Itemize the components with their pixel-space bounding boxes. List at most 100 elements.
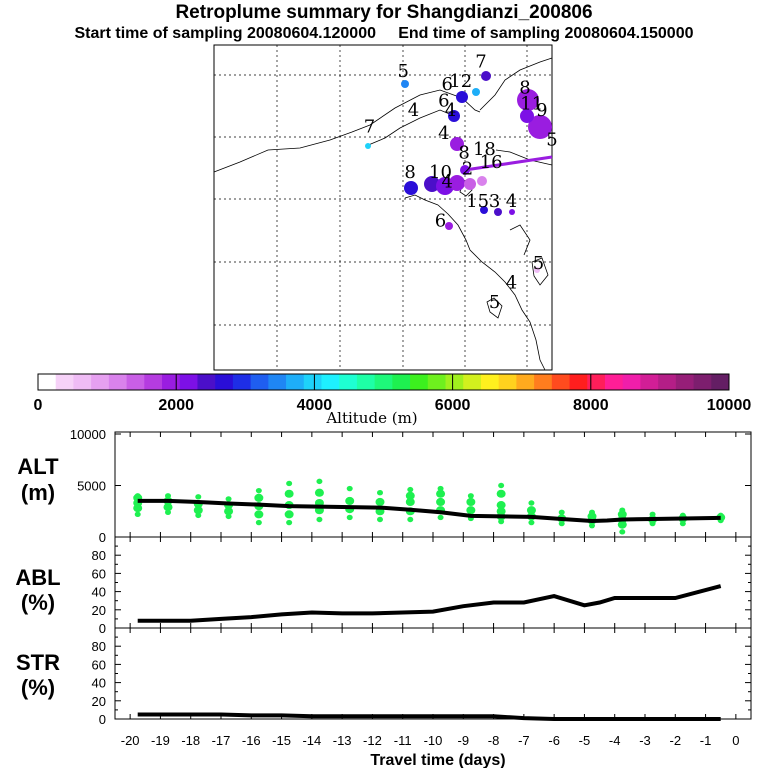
x-tick-label: -17 (212, 733, 231, 748)
colorbar-cell (587, 374, 606, 390)
map-day-label: 2 (462, 159, 473, 180)
x-tick-label: -15 (272, 733, 291, 748)
map-day-label: 4 (445, 100, 456, 121)
abl-panel: ABL (%) 80 60 40 20 0 (15, 536, 752, 636)
map-day-label: 4 (506, 191, 517, 212)
alt-scatter-point (496, 501, 506, 510)
map-day-label: 6 (435, 211, 446, 232)
alt-ylabel: ALT (17, 454, 59, 479)
map-marker (448, 110, 460, 122)
map-day-label: 8 (458, 142, 469, 163)
alt-scatter-point (437, 514, 444, 521)
alt-scatter-point (316, 516, 323, 523)
colorbar-cell (622, 374, 641, 390)
str-ytick-label: 60 (92, 657, 106, 672)
colorbar-tick-label: 6000 (435, 397, 471, 414)
map-marker (404, 181, 418, 195)
map-day-label: 6 (438, 90, 449, 111)
abl-frame (114, 536, 752, 629)
abl-ytick-label: 0 (99, 621, 106, 636)
abl-line (137, 584, 722, 623)
colorbar-cell (410, 374, 429, 390)
str-ytick-labels: 80 60 40 20 0 (92, 636, 751, 727)
alt-scatter-point (587, 512, 597, 521)
x-axis-label: Travel time (days) (370, 752, 505, 768)
x-tick-label: -11 (394, 733, 412, 748)
colorbar-cell (445, 374, 464, 390)
colorbar-cell (640, 374, 659, 390)
map-day-label: 9 (536, 100, 547, 121)
colorbar-cell (693, 374, 712, 390)
chart-title: Retroplume summary for Shangdianzi_20080… (175, 2, 593, 23)
colorbar-cell (91, 374, 110, 390)
alt-scatter-point (467, 493, 474, 499)
x-tick-label: -18 (181, 733, 200, 748)
map-frame (213, 44, 553, 371)
colorbar-cell (463, 374, 482, 390)
map-day-label: 7 (475, 51, 486, 72)
alt-ytick-label: 0 (99, 530, 106, 545)
alt-scatter-point (254, 510, 264, 519)
map-marker (480, 206, 488, 214)
str-yunit: (%) (21, 675, 55, 700)
abl-ytick-labels: 80 60 40 20 0 (92, 545, 751, 636)
alt-scatter-point (405, 491, 415, 500)
str-ylabel: STR (16, 650, 60, 675)
colorbar-cell (480, 374, 500, 390)
sampling-times: Start time of sampling 20080604.120000 E… (0, 25, 768, 43)
abl-ytick-label: 80 (92, 548, 106, 563)
colorbar-cell (268, 374, 287, 390)
map-day-label: 10 (429, 162, 452, 183)
map-marker (449, 175, 465, 191)
alt-scatter-point (165, 493, 171, 499)
str-line (137, 712, 721, 721)
colorbar-cell (498, 374, 517, 390)
colorbar-cell (356, 374, 376, 390)
map-day-label: 4 (408, 100, 419, 121)
alt-scatter-point (134, 493, 141, 499)
map-marker (424, 176, 440, 192)
alt-scatter-point (316, 478, 323, 485)
alt-scatter-point (558, 509, 565, 515)
map-marker (481, 71, 491, 81)
abl-ytick-label: 60 (92, 566, 106, 581)
colorbar-cell (339, 374, 358, 390)
alt-scatter-point (255, 487, 262, 494)
colorbar-label: Altitude (m) (325, 409, 417, 427)
abl-yunit: (%) (21, 590, 55, 615)
alt-scatter-point (526, 506, 536, 515)
abl-ylabel: ABL (15, 565, 60, 590)
colorbar-cell (534, 374, 553, 390)
map-marker (456, 91, 468, 103)
alt-ytick-label: 10000 (70, 427, 106, 442)
alt-scatter-point (466, 497, 476, 507)
alt-scatter-point (225, 496, 232, 502)
alt-scatter-point (314, 488, 324, 497)
x-tick-label: -19 (151, 733, 170, 748)
map-marker (450, 137, 464, 151)
colorbar-cell (286, 374, 305, 390)
map-marker (517, 89, 539, 111)
map-day-label: 5 (533, 253, 544, 274)
colorbar-cell (427, 374, 447, 390)
x-tick-label: -1 (700, 733, 712, 748)
map-marker (520, 109, 534, 123)
colorbar-cell (197, 374, 216, 390)
alt-scatter-point (498, 482, 505, 489)
alt-scatter-point (254, 493, 264, 502)
alt-scatter-point (286, 519, 293, 526)
x-tick-label: -20 (121, 733, 140, 748)
map-day-label: 3 (489, 191, 500, 212)
alt-scatter-point (224, 507, 234, 516)
map-marker (528, 115, 552, 139)
altitude-colorbar: 0 2000 4000 6000 8000 10000 Altitude (m) (34, 373, 751, 427)
alt-scatter-point (619, 507, 626, 513)
colorbar-cell (126, 374, 145, 390)
alt-scatter-point (436, 497, 446, 507)
map-marker (534, 267, 540, 273)
x-tick-label: -12 (363, 733, 382, 748)
map-day-label: 4 (441, 172, 452, 193)
